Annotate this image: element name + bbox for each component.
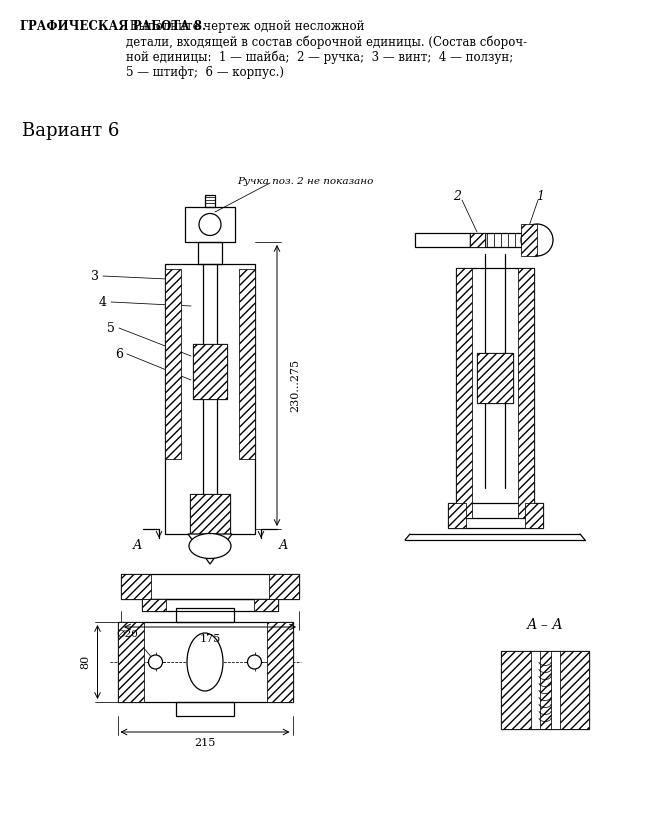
Text: 215: 215 [194, 738, 216, 748]
Bar [521, 224, 537, 256]
Bar [176, 608, 234, 622]
Text: 2: 2 [453, 189, 461, 203]
Bar [121, 574, 151, 599]
Bar [193, 344, 227, 399]
Text: А: А [133, 539, 142, 551]
Text: А – А: А – А [527, 618, 563, 632]
Bar [470, 233, 485, 247]
Bar [551, 651, 559, 729]
Text: 1: 1 [536, 189, 544, 203]
Text: 80: 80 [81, 655, 91, 669]
Bar [239, 269, 255, 459]
Ellipse shape [189, 534, 231, 559]
Bar [477, 353, 513, 403]
Bar [190, 494, 230, 534]
Bar [456, 268, 534, 518]
Bar [485, 233, 533, 247]
Bar [525, 503, 543, 528]
Text: А: А [278, 539, 288, 551]
Bar [205, 195, 215, 207]
Text: 4: 4 [99, 295, 107, 309]
Bar [477, 353, 513, 403]
Bar [117, 622, 292, 702]
Bar [193, 344, 227, 399]
Bar [470, 233, 485, 247]
Bar [121, 574, 299, 599]
Text: Ручка поз. 2 не показано: Ручка поз. 2 не показано [237, 177, 373, 185]
Circle shape [149, 655, 163, 669]
Bar [448, 503, 466, 528]
Text: Выполните чертеж одной несложной
детали, входящей в состав сборочной единицы. (С: Выполните чертеж одной несложной детали,… [126, 20, 527, 79]
Bar [266, 622, 292, 702]
Text: ГРАФИЧЕСКАЯ РАБОТА 8.: ГРАФИЧЕСКАЯ РАБОТА 8. [20, 20, 206, 33]
Bar [501, 651, 589, 729]
Circle shape [521, 224, 553, 256]
Bar [456, 268, 472, 518]
Circle shape [199, 213, 221, 236]
Bar [531, 651, 539, 729]
Bar [254, 599, 278, 611]
Bar [269, 574, 299, 599]
Text: 3: 3 [91, 270, 99, 282]
Bar [501, 651, 589, 729]
Bar [142, 599, 278, 611]
Bar [185, 207, 235, 242]
Text: 5: 5 [107, 321, 115, 334]
Text: Вариант 6: Вариант 6 [22, 122, 119, 140]
Text: 175: 175 [199, 634, 220, 644]
Text: 230...275: 230...275 [290, 359, 300, 412]
Bar [117, 622, 143, 702]
Ellipse shape [187, 633, 223, 691]
Bar [415, 233, 470, 247]
Text: 6: 6 [115, 348, 123, 360]
Text: Ø20: Ø20 [117, 629, 139, 638]
Polygon shape [188, 534, 232, 564]
Bar [198, 242, 222, 264]
Bar [165, 269, 181, 459]
Bar [448, 503, 543, 528]
Bar [142, 599, 166, 611]
Bar [176, 702, 234, 716]
Bar [190, 494, 230, 534]
Bar [518, 268, 534, 518]
Circle shape [248, 655, 262, 669]
Bar [165, 264, 255, 534]
